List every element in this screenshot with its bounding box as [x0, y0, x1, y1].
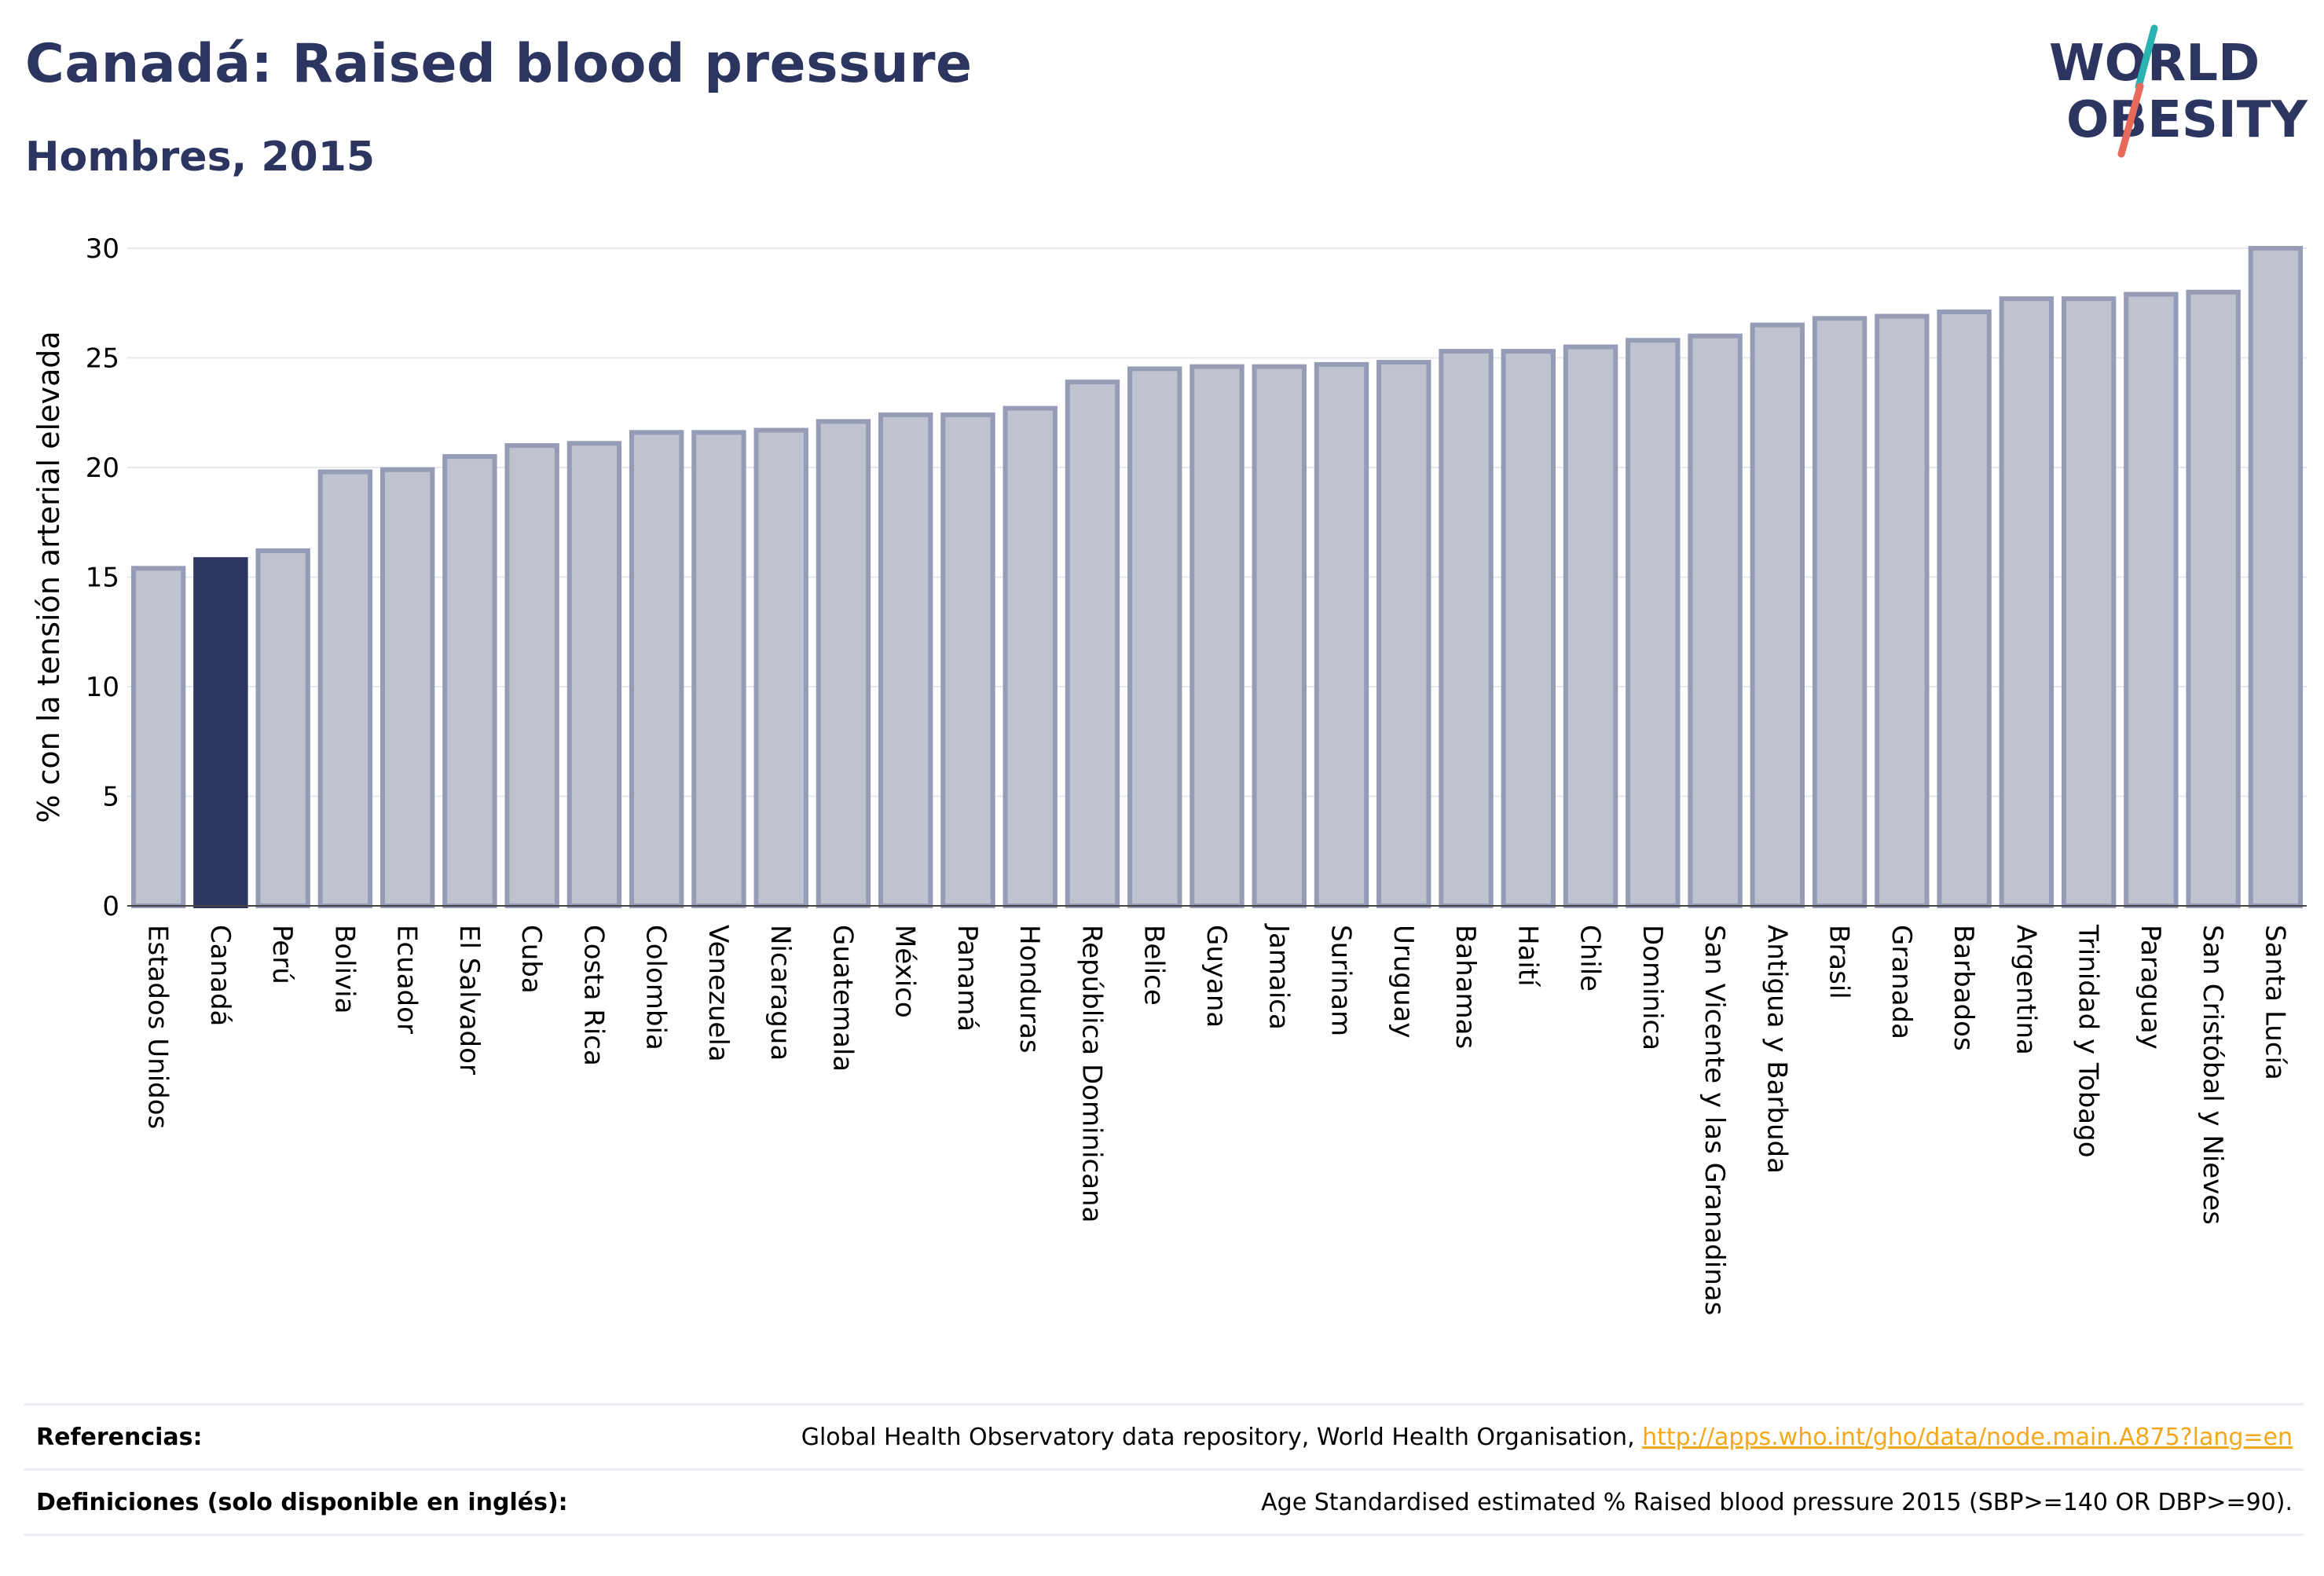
bar	[1875, 313, 1930, 908]
y-axis-title: % con la tensión arterial elevada	[31, 331, 66, 823]
references-row: Referencias: Global Health Observatory d…	[24, 1403, 2304, 1468]
bar	[1127, 366, 1182, 908]
bar	[629, 430, 684, 908]
definitions-row: Definiciones (solo disponible en inglés)…	[24, 1468, 2304, 1536]
y-tick-label: 10	[86, 672, 119, 703]
bar	[1626, 338, 1681, 908]
x-tick-label: Ecuador	[391, 925, 423, 1034]
definitions-value: Age Standardised estimated % Raised bloo…	[1261, 1488, 2293, 1516]
x-tick-label: México	[889, 925, 921, 1018]
bar	[940, 412, 995, 908]
bar	[1812, 316, 1868, 908]
x-tick-label: Haití	[1512, 925, 1543, 988]
x-tick-label: Santa Lucía	[2259, 925, 2290, 1080]
bar	[2186, 289, 2241, 908]
chart-subtitle: Hombres, 2015	[25, 134, 376, 181]
x-tick-label: El Salvador	[453, 925, 485, 1075]
x-tick-label: San Vicente y las Granadinas	[1699, 925, 1730, 1315]
bar	[1003, 405, 1058, 908]
bar	[1999, 296, 2055, 909]
chart-title: Canadá: Raised blood pressure	[25, 33, 973, 95]
x-tick-label: Granada	[1886, 925, 1917, 1039]
bar	[1501, 349, 1556, 908]
x-tick-label: Dominica	[1637, 925, 1668, 1050]
x-tick-label: Bolivia	[328, 925, 360, 1013]
x-tick-label: Estados Unidos	[142, 925, 174, 1129]
bar	[2248, 246, 2304, 908]
bar	[2061, 296, 2117, 909]
x-tick-label: Cuba	[515, 925, 547, 994]
x-tick-label: Bahamas	[1450, 925, 1481, 1049]
bar	[1439, 349, 1494, 908]
x-tick-label: Canadá	[204, 925, 236, 1026]
x-tick-label: Guatemala	[827, 925, 858, 1072]
logo-slash-coral	[2117, 82, 2144, 158]
x-tick-label: Brasil	[1824, 925, 1855, 999]
references-text: Global Health Observatory data repositor…	[801, 1423, 1643, 1451]
bar-chart: 0 5 10 15 20 25 30 % con la tensión arterial el…	[31, 233, 2307, 1315]
x-tick-label: República Dominicana	[1076, 925, 1107, 1222]
x-tick-label: Panamá	[951, 925, 983, 1032]
x-tick-label: Venezuela	[702, 925, 734, 1062]
bar	[1750, 322, 1805, 908]
x-tick-label: Uruguay	[1387, 925, 1419, 1039]
logo-line2: OBESITY	[2066, 91, 2308, 149]
bar	[130, 566, 186, 909]
bar	[1376, 360, 1431, 908]
world-obesity-logo: WORLD OBESITY	[2049, 24, 2308, 158]
logo-slash-teal	[2135, 24, 2158, 90]
bar	[2124, 291, 2179, 908]
x-tick-label: Perú	[266, 925, 298, 984]
bar	[1189, 364, 1244, 909]
bar	[816, 419, 871, 908]
y-tick-label: 5	[102, 782, 119, 813]
bar	[379, 467, 435, 908]
x-tick-label: Argentina	[2010, 925, 2041, 1055]
bar	[1937, 309, 1992, 909]
x-tick-label: Costa Rica	[577, 925, 609, 1066]
bar	[691, 430, 746, 908]
bar	[1252, 364, 1307, 909]
x-tick-label: Paraguay	[2135, 925, 2166, 1050]
bar	[504, 443, 559, 908]
logo-line1: WORLD	[2049, 35, 2260, 93]
bar	[442, 454, 497, 908]
x-tick-label: Jamaica	[1263, 923, 1294, 1030]
bar	[1314, 361, 1369, 908]
y-tick-label: 25	[86, 343, 119, 375]
bar	[255, 548, 310, 909]
bar	[1065, 379, 1120, 908]
bar	[878, 412, 933, 908]
x-tick-label: Barbados	[1948, 925, 1979, 1051]
bar	[193, 557, 248, 908]
x-tick-label: Trinidad y Tobago	[2073, 924, 2104, 1158]
x-tick-label: San Cristóbal y Nieves	[2197, 925, 2228, 1225]
x-tick-label: Belice	[1138, 925, 1170, 1006]
bar	[317, 469, 373, 908]
x-tick-label: Nicaragua	[764, 925, 796, 1061]
x-tick-label: Guyana	[1200, 925, 1232, 1028]
footer: Referencias: Global Health Observatory d…	[24, 1403, 2304, 1536]
definitions-label: Definiciones (solo disponible en inglés)…	[36, 1488, 568, 1516]
x-tick-label: Antigua y Barbuda	[1761, 925, 1792, 1174]
y-tick-label: 20	[86, 453, 119, 484]
x-tick-label: Surinam	[1325, 925, 1357, 1036]
references-link[interactable]: http://apps.who.int/gho/data/node.main.A…	[1642, 1423, 2293, 1451]
bar	[1688, 333, 1743, 909]
references-value: Global Health Observatory data repositor…	[801, 1424, 2304, 1451]
bar	[753, 427, 808, 908]
y-tick-label: 15	[86, 563, 119, 594]
references-label: Referencias:	[36, 1423, 203, 1451]
y-tick-label: 30	[86, 233, 119, 265]
bar	[1563, 344, 1618, 908]
x-tick-label: Colombia	[640, 925, 672, 1050]
y-tick-label: 0	[102, 891, 119, 922]
x-tick-label: Chile	[1574, 925, 1606, 991]
x-tick-label: Honduras	[1014, 925, 1045, 1054]
bar	[566, 441, 622, 908]
